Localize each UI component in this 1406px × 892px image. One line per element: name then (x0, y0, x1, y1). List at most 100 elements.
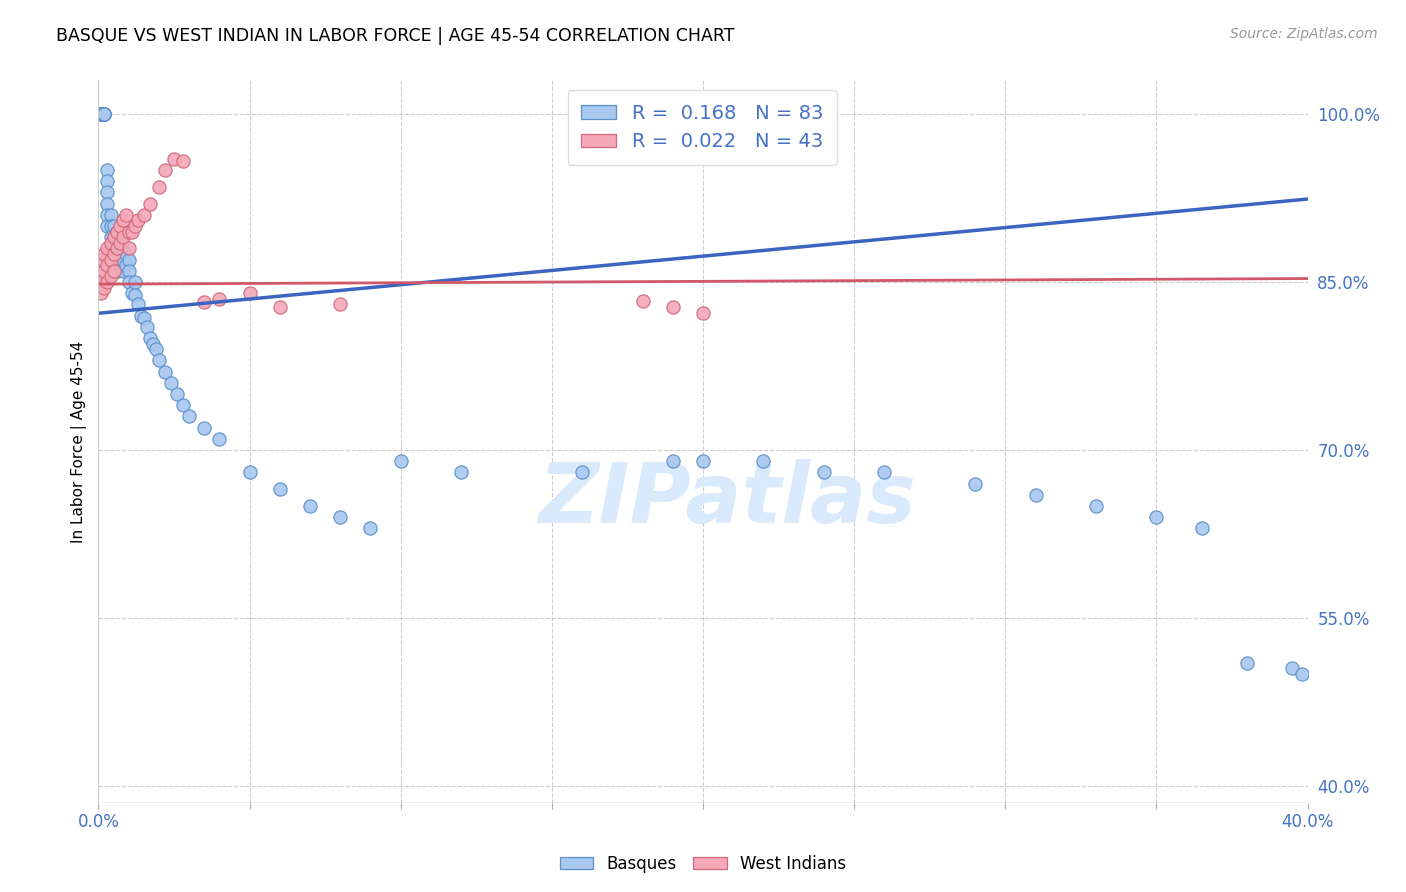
Point (87, 107, 110, 121)
Point (108, 219, 131, 233)
Point (111, 213, 134, 227)
Point (105, 252, 128, 267)
Y-axis label: In Labor Force | Age 45-54: In Labor Force | Age 45-54 (72, 341, 87, 542)
Point (103, 252, 125, 267)
Point (631, 293, 654, 308)
Point (96, 258, 118, 272)
Point (148, 353, 170, 368)
Text: ZIPatlas: ZIPatlas (538, 458, 917, 540)
Point (90, 107, 112, 121)
Point (121, 286, 143, 301)
Point (105, 241, 128, 255)
Point (103, 247, 125, 261)
Point (100, 252, 122, 267)
Point (692, 306, 714, 320)
Point (193, 295, 215, 310)
Point (93, 107, 115, 121)
Point (118, 275, 141, 289)
Point (160, 376, 183, 390)
Point (450, 466, 472, 480)
Point (87, 107, 110, 121)
Point (90, 107, 112, 121)
Text: BASQUE VS WEST INDIAN IN LABOR FORCE | AGE 45-54 CORRELATION CHART: BASQUE VS WEST INDIAN IN LABOR FORCE | A… (56, 27, 735, 45)
Legend: Basques, West Indians: Basques, West Indians (553, 848, 853, 880)
Point (90, 269, 112, 284)
Point (90, 286, 112, 301)
Point (100, 269, 122, 284)
Point (100, 219, 122, 233)
Point (360, 521, 382, 535)
Point (87, 263, 110, 277)
Legend: R =  0.168   N = 83, R =  0.022   N = 43: R = 0.168 N = 83, R = 0.022 N = 43 (568, 90, 837, 165)
Point (93, 107, 115, 121)
Point (148, 179, 170, 194)
Point (172, 398, 194, 412)
Point (118, 263, 141, 277)
Point (1191, 521, 1213, 535)
Point (87, 107, 110, 121)
Point (90, 107, 112, 121)
Point (105, 241, 128, 255)
Point (103, 263, 125, 277)
Point (118, 252, 141, 267)
Text: Source: ZipAtlas.com: Source: ZipAtlas.com (1230, 27, 1378, 41)
Point (96, 219, 118, 233)
Point (153, 162, 176, 177)
Point (93, 280, 115, 294)
Point (100, 241, 122, 255)
Point (105, 263, 128, 277)
Point (111, 252, 134, 267)
Point (1291, 667, 1313, 681)
Point (114, 247, 136, 261)
Point (329, 297, 352, 311)
Point (692, 454, 714, 468)
Point (1085, 499, 1108, 513)
Point (208, 292, 231, 306)
Point (269, 300, 291, 314)
Point (93, 107, 115, 121)
Point (96, 241, 118, 255)
Point (114, 258, 136, 272)
Point (90, 107, 112, 121)
Point (172, 153, 194, 168)
Point (135, 319, 157, 334)
Point (105, 225, 128, 239)
Point (1236, 656, 1258, 670)
Point (111, 241, 134, 255)
Point (93, 263, 115, 277)
Point (87, 277, 110, 292)
Point (90, 107, 112, 121)
Point (752, 454, 775, 468)
Point (193, 420, 215, 434)
Point (96, 162, 118, 177)
Point (1281, 661, 1303, 675)
Point (100, 208, 122, 222)
Point (139, 196, 162, 211)
Point (96, 208, 118, 222)
Point (179, 409, 201, 424)
Point (93, 107, 115, 121)
Point (118, 241, 141, 255)
Point (90, 252, 112, 267)
Point (127, 213, 149, 227)
Point (103, 230, 125, 244)
Point (145, 342, 167, 356)
Point (105, 225, 128, 239)
Point (96, 174, 118, 188)
Point (108, 247, 131, 261)
Point (103, 219, 125, 233)
Point (103, 241, 125, 255)
Point (329, 510, 352, 524)
Point (1024, 488, 1046, 502)
Point (118, 225, 141, 239)
Point (121, 225, 143, 239)
Point (132, 310, 155, 325)
Point (124, 275, 146, 289)
Point (96, 186, 118, 200)
Point (100, 230, 122, 244)
Point (873, 466, 896, 480)
Point (111, 263, 134, 277)
Point (239, 466, 262, 480)
Point (114, 208, 136, 222)
Point (96, 275, 118, 289)
